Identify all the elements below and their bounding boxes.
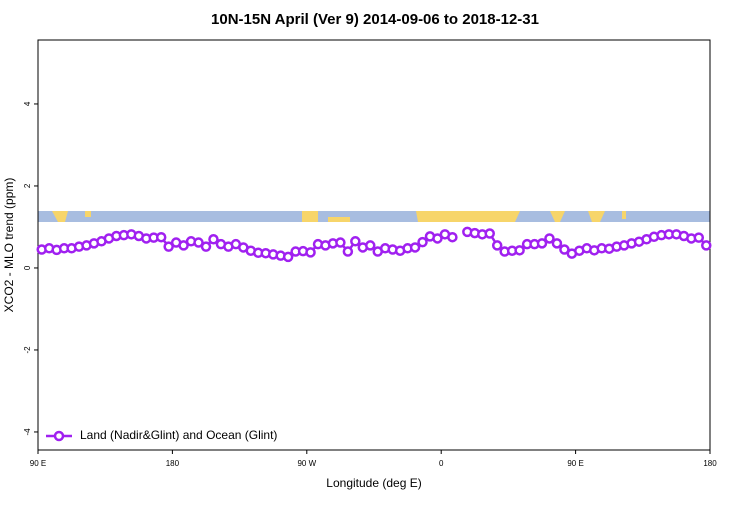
data-point	[544, 233, 555, 244]
data-point	[305, 247, 316, 258]
data-point	[447, 231, 458, 243]
x-tick-label: 90 W	[297, 459, 316, 468]
x-tick-label: 90 E	[567, 459, 583, 468]
data-point	[432, 233, 443, 244]
x-axis-label: Longitude (deg E)	[326, 476, 421, 490]
data-point	[701, 240, 712, 251]
data-point	[536, 238, 548, 249]
data-point	[335, 237, 346, 248]
data-point	[282, 251, 294, 263]
data-point	[193, 237, 204, 248]
data-point	[208, 234, 219, 245]
data-point	[551, 238, 563, 249]
data-point	[559, 244, 570, 255]
y-axis-label: XCO2 - MLO trend (ppm)	[2, 178, 16, 313]
data-point	[409, 242, 421, 253]
legend-marker	[53, 430, 65, 442]
data-point	[350, 236, 361, 247]
data-point	[365, 240, 376, 251]
x-tick-label: 90 E	[30, 459, 46, 468]
y-tick-label: 2	[23, 183, 32, 188]
chart-title: 10N-15N April (Ver 9) 2014-09-06 to 2018…	[211, 11, 539, 28]
data-point	[417, 236, 428, 248]
data-point	[514, 245, 525, 256]
y-tick-label: -4	[23, 428, 32, 436]
x-tick-label: 180	[166, 459, 180, 468]
data-point	[200, 241, 212, 252]
map-strip	[38, 211, 710, 222]
y-tick-label: 4	[23, 101, 32, 106]
data-point	[342, 246, 354, 257]
data-point	[178, 240, 189, 251]
y-tick-label: -2	[23, 346, 32, 354]
data-point	[163, 241, 174, 252]
legend-label: Land (Nadir&Glint) and Ocean (Glint)	[80, 428, 277, 442]
data-point	[155, 231, 167, 243]
data-point	[693, 232, 705, 243]
data-point	[491, 240, 503, 251]
y-tick-label: 0	[23, 265, 32, 270]
x-tick-label: 180	[703, 459, 717, 468]
data-point	[484, 228, 495, 239]
x-tick-label: 0	[439, 459, 444, 468]
